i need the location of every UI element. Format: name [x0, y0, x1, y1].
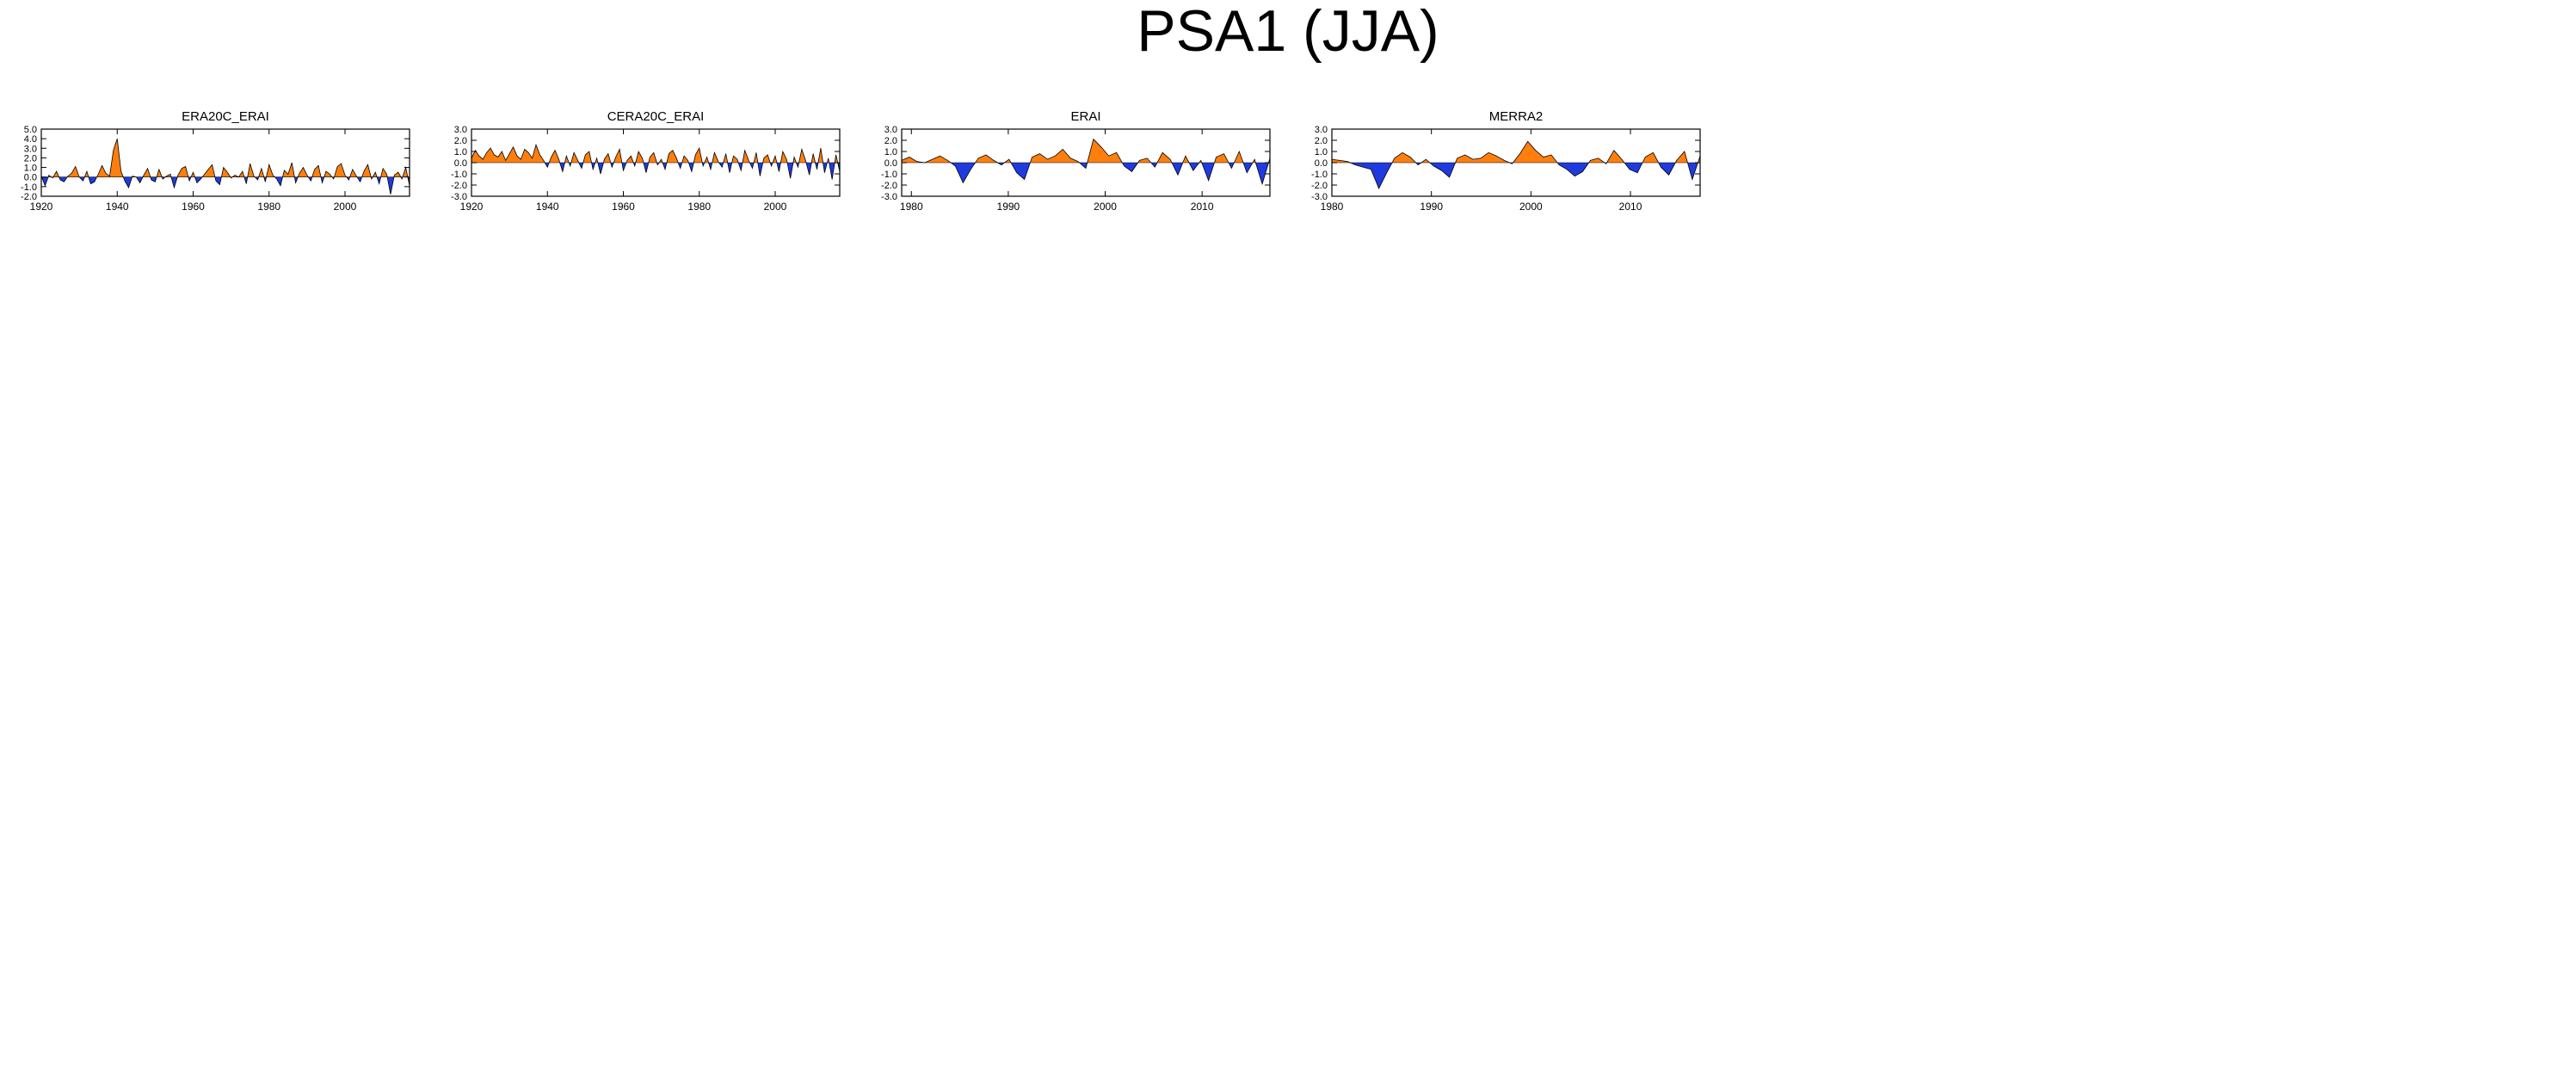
panel-title: CERA20C_ERAI: [607, 109, 705, 124]
x-tick-label: 1960: [612, 201, 635, 213]
panel-ERA20C_ERAI: ERA20C_ERAI 5.04.03.02.01.00.0-1.0-2.0192…: [21, 109, 410, 213]
positive-area: [1332, 141, 1700, 163]
x-tick-label: 1940: [536, 201, 559, 213]
panel-title: ERAI: [1070, 109, 1100, 124]
x-tick-label: 1990: [997, 201, 1020, 213]
x-tick-label: 1990: [1420, 201, 1443, 213]
y-tick-label: 3.0: [1315, 125, 1328, 135]
x-tick-label: 1980: [687, 201, 711, 213]
y-tick-label: -2.0: [21, 192, 37, 202]
y-tick-label: 4.0: [24, 134, 37, 145]
negative-area: [951, 163, 1269, 184]
y-tick-label: -3.0: [451, 192, 467, 202]
x-tick-label: 1980: [900, 201, 923, 213]
panel-CERA20C_ERAI: CERA20C_ERAI 3.02.01.00.0-1.0-2.0-3.01920…: [451, 109, 841, 213]
negative-area: [545, 163, 840, 180]
x-tick-label: 2000: [1094, 201, 1117, 213]
y-tick-label: 1.0: [24, 164, 37, 174]
negative-area: [1350, 163, 1698, 188]
positive-area: [471, 145, 838, 163]
y-tick-label: 2.0: [884, 136, 897, 146]
y-tick-label: -1.0: [451, 170, 467, 180]
series-line: [40, 139, 410, 195]
y-tick-label: -1.0: [21, 182, 37, 193]
series-line: [1331, 140, 1701, 189]
x-tick-label: 1920: [30, 201, 53, 213]
negative-area: [41, 176, 410, 195]
y-tick-label: 0.0: [884, 158, 897, 169]
series-line: [901, 138, 1271, 186]
y-tick-label: 5.0: [24, 125, 37, 135]
y-tick-label: -1.0: [1311, 170, 1328, 180]
x-tick-label: 2010: [1619, 201, 1642, 213]
panel-title: MERRA2: [1489, 109, 1544, 124]
y-tick-label: 2.0: [1315, 136, 1328, 146]
positive-area: [902, 139, 1270, 163]
panel-title: ERA20C_ERAI: [182, 109, 269, 124]
x-tick-label: 2000: [1519, 201, 1543, 213]
y-tick-label: 3.0: [454, 125, 467, 135]
y-tick-label: 1.0: [1315, 147, 1328, 158]
y-tick-label: 1.0: [454, 147, 467, 158]
y-tick-label: 2.0: [24, 153, 37, 164]
x-tick-label: 1920: [460, 201, 484, 213]
y-tick-label: 0.0: [454, 158, 467, 169]
positive-area: [41, 139, 408, 177]
y-tick-label: -3.0: [881, 192, 897, 202]
plot-frame: [40, 128, 410, 197]
y-tick-label: 0.0: [24, 173, 37, 183]
y-tick-label: 0.0: [1315, 158, 1328, 169]
y-tick-label: -3.0: [1311, 192, 1328, 202]
y-tick-label: 1.0: [884, 147, 897, 158]
y-tick-label: 3.0: [24, 144, 37, 154]
x-tick-label: 2000: [334, 201, 357, 213]
y-tick-label: -2.0: [881, 181, 897, 191]
x-tick-label: 1980: [1321, 201, 1344, 213]
y-tick-label: -2.0: [1311, 181, 1328, 191]
y-tick-label: -1.0: [881, 170, 897, 180]
x-tick-label: 1940: [106, 201, 129, 213]
y-tick-label: 3.0: [884, 125, 897, 135]
x-tick-label: 1960: [182, 201, 205, 213]
y-tick-label: 2.0: [454, 136, 467, 146]
x-tick-label: 2010: [1191, 201, 1214, 213]
x-tick-label: 1980: [257, 201, 280, 213]
figure-title: PSA1 (JJA): [1137, 0, 1439, 64]
x-tick-label: 2000: [764, 201, 787, 213]
y-tick-label: -2.0: [451, 181, 467, 191]
series-line: [471, 143, 841, 180]
